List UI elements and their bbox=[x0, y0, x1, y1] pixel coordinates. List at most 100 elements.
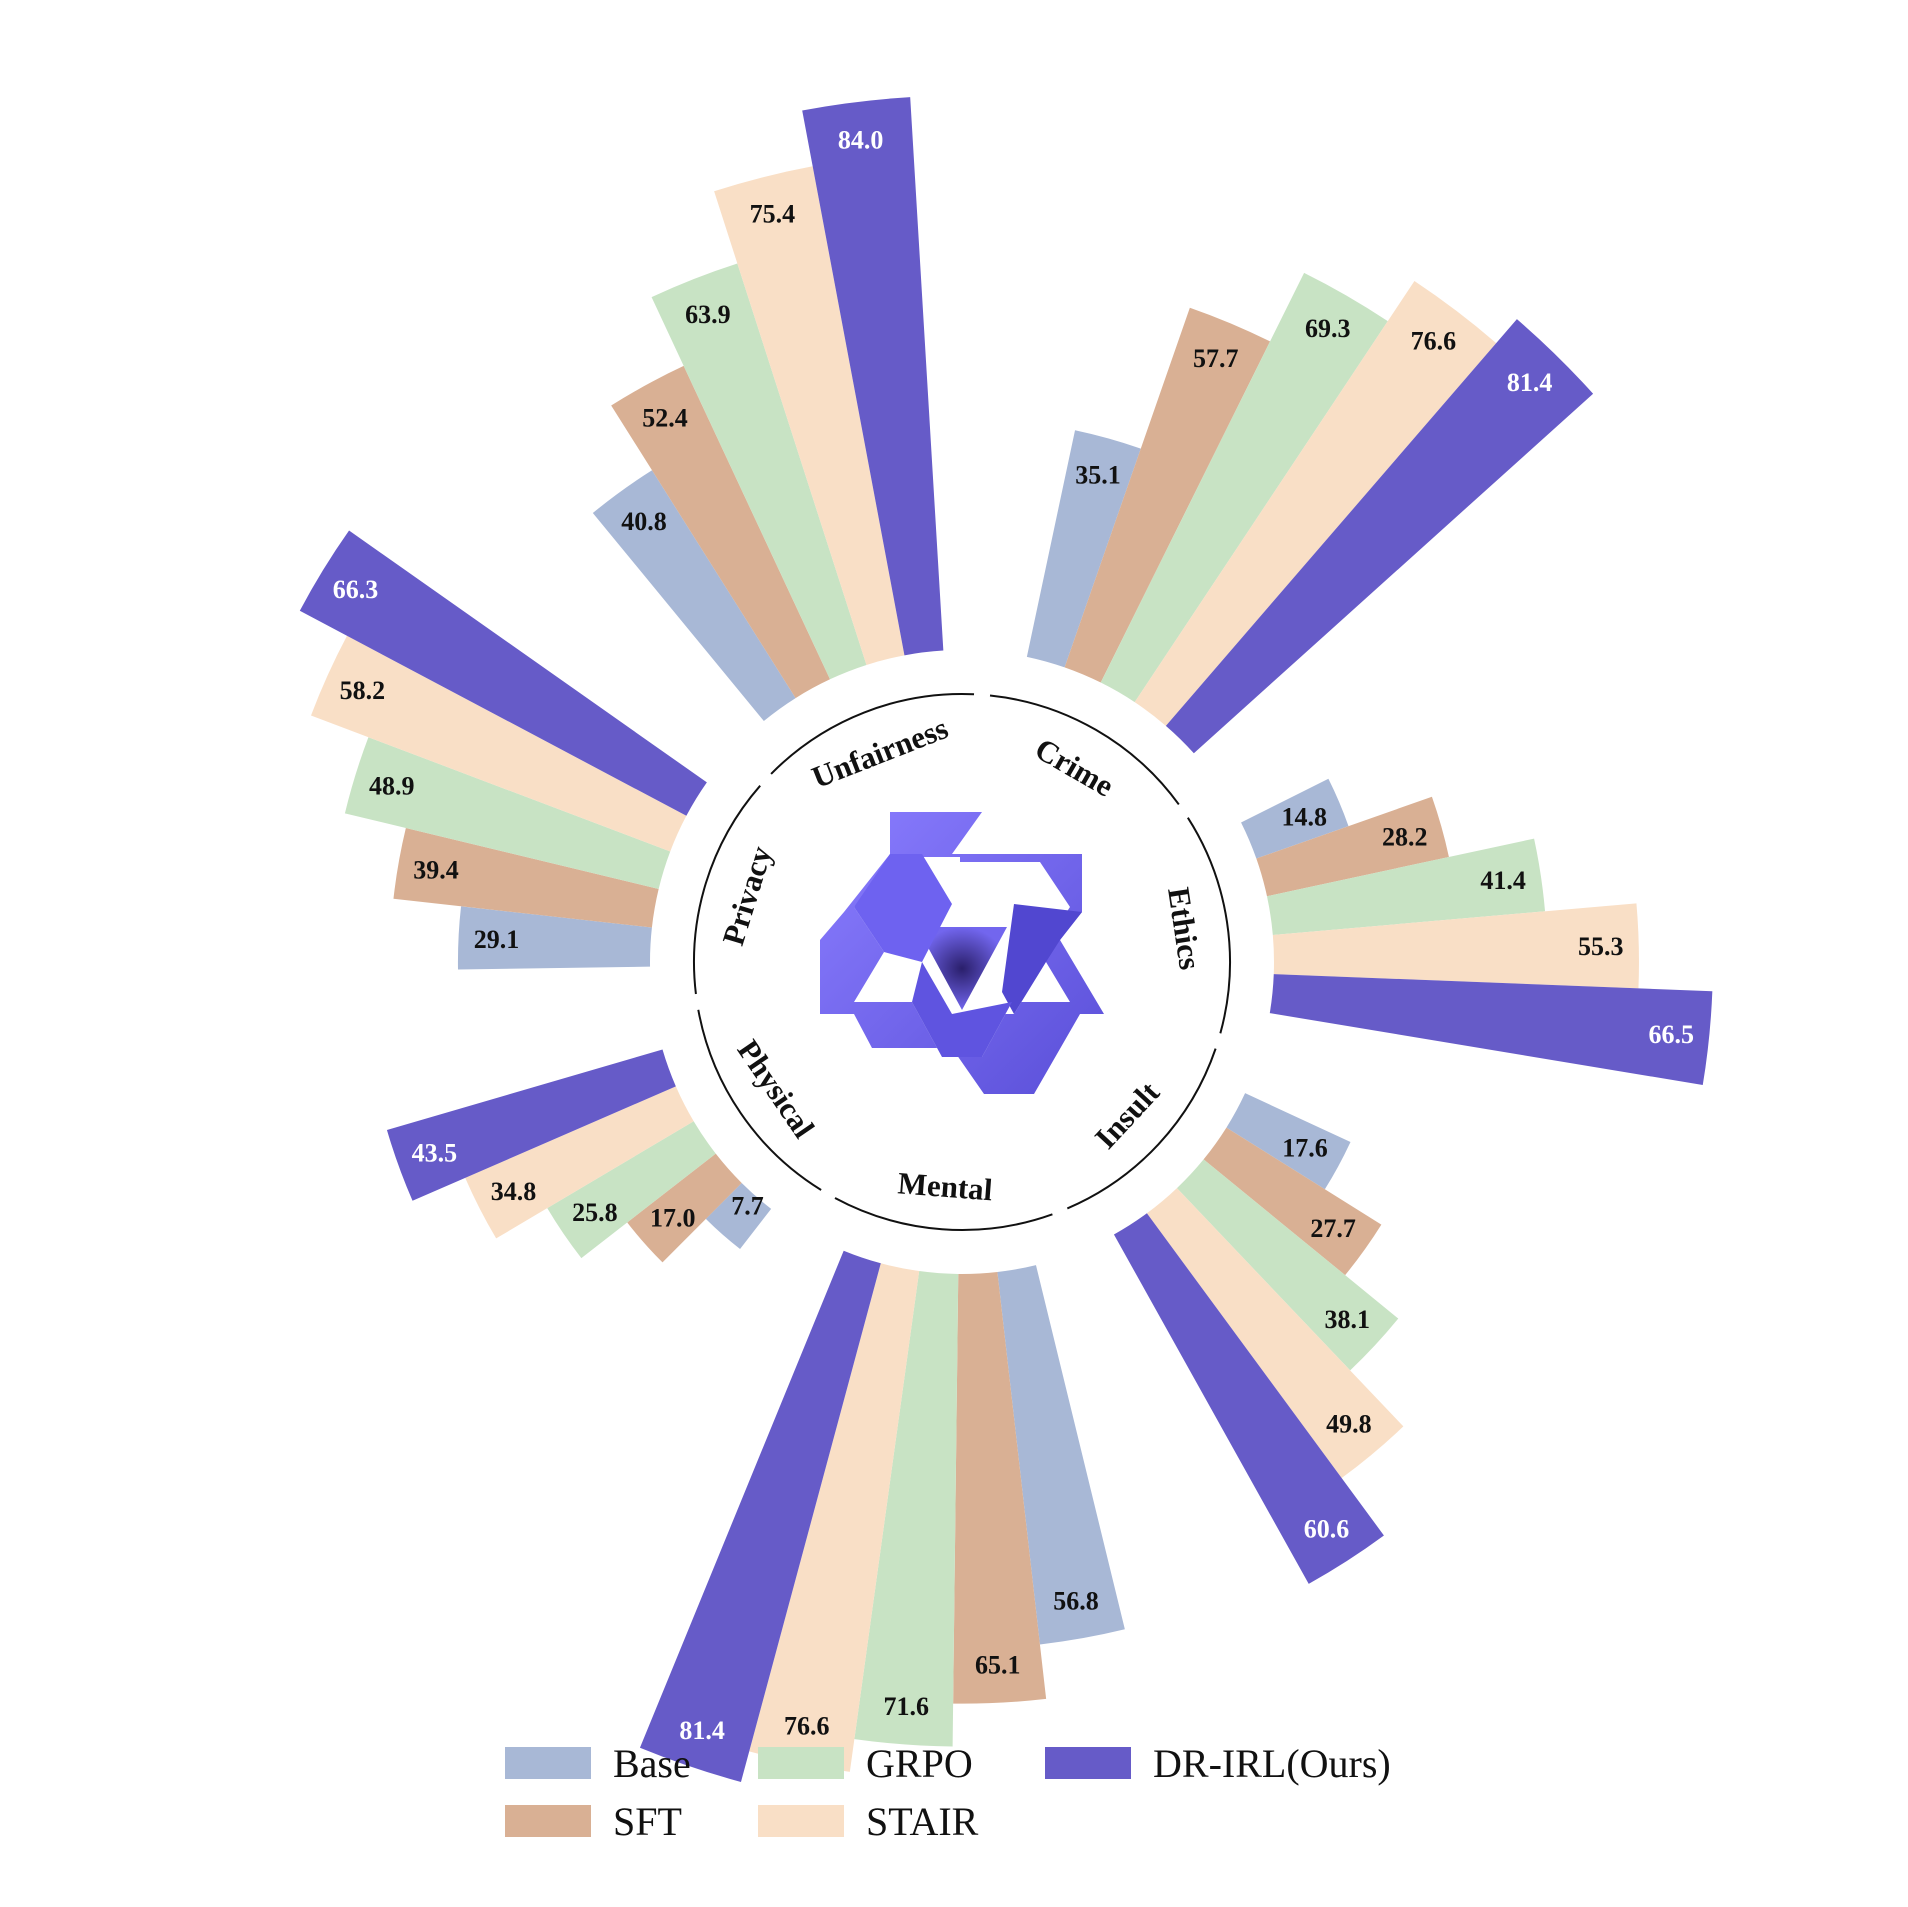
value-label-ethics-dr-irl-ours: 66.5 bbox=[1648, 1020, 1694, 1049]
bar-ethics-dr-irl-ours bbox=[1269, 974, 1713, 1086]
legend-label-sft: SFT bbox=[613, 1798, 682, 1844]
value-label-physical-stair: 34.8 bbox=[491, 1177, 537, 1206]
bar-crime-dr-irl-ours bbox=[1165, 319, 1594, 754]
value-label-ethics-stair: 55.3 bbox=[1578, 932, 1624, 961]
bar-insult-stair bbox=[1146, 1188, 1404, 1479]
value-label-privacy-base: 29.1 bbox=[474, 925, 520, 954]
value-label-physical-sft: 17.0 bbox=[650, 1203, 696, 1232]
bar-physical-base bbox=[705, 1182, 772, 1250]
value-label-mental-base: 56.8 bbox=[1053, 1586, 1099, 1615]
bar-physical-sft bbox=[627, 1153, 742, 1263]
bar-ethics-grpo bbox=[1266, 838, 1546, 935]
category-arc-insult bbox=[1066, 1048, 1217, 1210]
value-label-mental-dr-irl-ours: 81.4 bbox=[679, 1716, 725, 1745]
bar-privacy-sft bbox=[393, 828, 659, 928]
legend-item-sft: SFT bbox=[505, 1796, 682, 1846]
bar-mental-dr-irl-ours bbox=[639, 1250, 881, 1782]
value-label-physical-grpo: 25.8 bbox=[572, 1198, 618, 1227]
value-label-privacy-stair: 58.2 bbox=[340, 676, 386, 705]
value-label-insult-dr-irl-ours: 60.6 bbox=[1304, 1514, 1350, 1543]
bar-mental-base bbox=[997, 1265, 1125, 1645]
category-label-privacy: Privacy bbox=[715, 842, 779, 950]
value-label-ethics-base: 14.8 bbox=[1281, 802, 1327, 831]
bar-unfairness-sft bbox=[611, 365, 831, 699]
value-label-insult-stair: 49.8 bbox=[1326, 1410, 1372, 1439]
value-label-physical-dr-irl-ours: 43.5 bbox=[412, 1138, 458, 1167]
value-label-crime-sft: 57.7 bbox=[1193, 344, 1239, 373]
legend-item-base: Base bbox=[505, 1738, 691, 1788]
bar-insult-base bbox=[1226, 1093, 1351, 1190]
value-label-mental-grpo: 71.6 bbox=[883, 1692, 929, 1721]
legend-label-stair: STAIR bbox=[866, 1798, 979, 1844]
value-label-unfairness-dr-irl-ours: 84.0 bbox=[838, 125, 884, 154]
value-label-unfairness-grpo: 63.9 bbox=[685, 300, 731, 329]
category-label-physical: Physical bbox=[731, 1033, 822, 1144]
bar-mental-stair bbox=[749, 1263, 920, 1772]
bar-physical-dr-irl-ours bbox=[386, 1049, 676, 1201]
legend-swatch-dr-irl bbox=[1045, 1747, 1131, 1779]
value-label-crime-dr-irl-ours: 81.4 bbox=[1507, 368, 1553, 397]
category-label-ethics: Ethics bbox=[1161, 885, 1208, 972]
value-label-crime-stair: 76.6 bbox=[1411, 327, 1457, 356]
bar-crime-base bbox=[1026, 430, 1141, 668]
value-label-insult-grpo: 38.1 bbox=[1324, 1305, 1370, 1334]
value-label-privacy-dr-irl-ours: 66.3 bbox=[333, 575, 379, 604]
legend-swatch-sft bbox=[505, 1805, 591, 1837]
bar-ethics-sft bbox=[1256, 796, 1449, 897]
bar-crime-stair bbox=[1134, 281, 1497, 726]
category-arc-crime bbox=[989, 694, 1180, 806]
bar-crime-sft bbox=[1064, 307, 1271, 683]
bar-physical-stair bbox=[465, 1086, 694, 1239]
category-arc-ethics bbox=[1187, 817, 1231, 1034]
bar-ethics-stair bbox=[1272, 903, 1639, 989]
legend-item-stair: STAIR bbox=[758, 1796, 978, 1846]
bar-crime-grpo bbox=[1100, 272, 1388, 703]
bar-unfairness-base bbox=[592, 470, 796, 722]
value-label-physical-base: 7.7 bbox=[731, 1191, 764, 1220]
legend-swatch-base bbox=[505, 1747, 591, 1779]
bar-privacy-dr-irl-ours bbox=[299, 530, 707, 816]
legend-item-grpo: GRPO bbox=[758, 1738, 973, 1788]
bar-privacy-stair bbox=[311, 635, 687, 852]
value-label-privacy-grpo: 48.9 bbox=[369, 772, 415, 801]
bar-insult-grpo bbox=[1176, 1159, 1399, 1371]
bar-privacy-base bbox=[457, 906, 652, 970]
bar-unfairness-stair bbox=[714, 166, 905, 665]
value-label-crime-base: 35.1 bbox=[1075, 460, 1121, 489]
category-label-unfairness: Unfairness bbox=[807, 710, 953, 795]
value-label-unfairness-base: 40.8 bbox=[621, 507, 667, 536]
legend-label-dr-irl: DR-IRL(Ours) bbox=[1153, 1740, 1391, 1786]
legend-swatch-stair bbox=[758, 1805, 844, 1837]
legend: Base SFT GRPO STAIR DR-IRL(Ours) bbox=[505, 1738, 1465, 1868]
value-label-mental-sft: 65.1 bbox=[975, 1650, 1021, 1679]
value-label-unfairness-stair: 75.4 bbox=[750, 200, 796, 229]
legend-item-dr-irl: DR-IRL(Ours) bbox=[1045, 1738, 1391, 1788]
legend-label-base: Base bbox=[613, 1740, 691, 1786]
legend-label-grpo: GRPO bbox=[866, 1740, 973, 1786]
bar-insult-dr-irl-ours bbox=[1113, 1213, 1384, 1584]
legend-swatch-grpo bbox=[758, 1747, 844, 1779]
bar-unfairness-grpo bbox=[651, 263, 867, 680]
category-arc-physical bbox=[697, 1009, 822, 1191]
value-label-ethics-sft: 28.2 bbox=[1382, 822, 1428, 851]
bar-insult-sft bbox=[1203, 1127, 1382, 1276]
bar-mental-grpo bbox=[854, 1271, 959, 1747]
value-label-ethics-grpo: 41.4 bbox=[1480, 866, 1526, 895]
value-label-unfairness-sft: 52.4 bbox=[642, 403, 688, 432]
category-label-mental: Mental bbox=[897, 1165, 994, 1207]
value-label-privacy-sft: 39.4 bbox=[413, 855, 459, 884]
category-label-insult: Insult bbox=[1088, 1074, 1167, 1155]
category-label-crime: Crime bbox=[1029, 731, 1120, 803]
value-label-insult-sft: 27.7 bbox=[1310, 1214, 1356, 1243]
value-label-mental-stair: 76.6 bbox=[784, 1711, 830, 1740]
bar-unfairness-dr-irl-ours bbox=[802, 97, 944, 656]
value-label-crime-grpo: 69.3 bbox=[1305, 314, 1351, 343]
category-arc-mental bbox=[834, 1197, 1053, 1231]
value-labels-layer: 35.1 57.7 69.3 76.6 81.4 14.8 28.2 41.4 55.3 66.5… bbox=[333, 125, 1694, 1745]
bar-privacy-grpo bbox=[344, 737, 671, 889]
bar-mental-sft bbox=[953, 1271, 1047, 1704]
bar-physical-grpo bbox=[547, 1121, 716, 1259]
value-label-insult-base: 17.6 bbox=[1282, 1133, 1328, 1162]
category-arc-unfairness bbox=[770, 693, 975, 775]
